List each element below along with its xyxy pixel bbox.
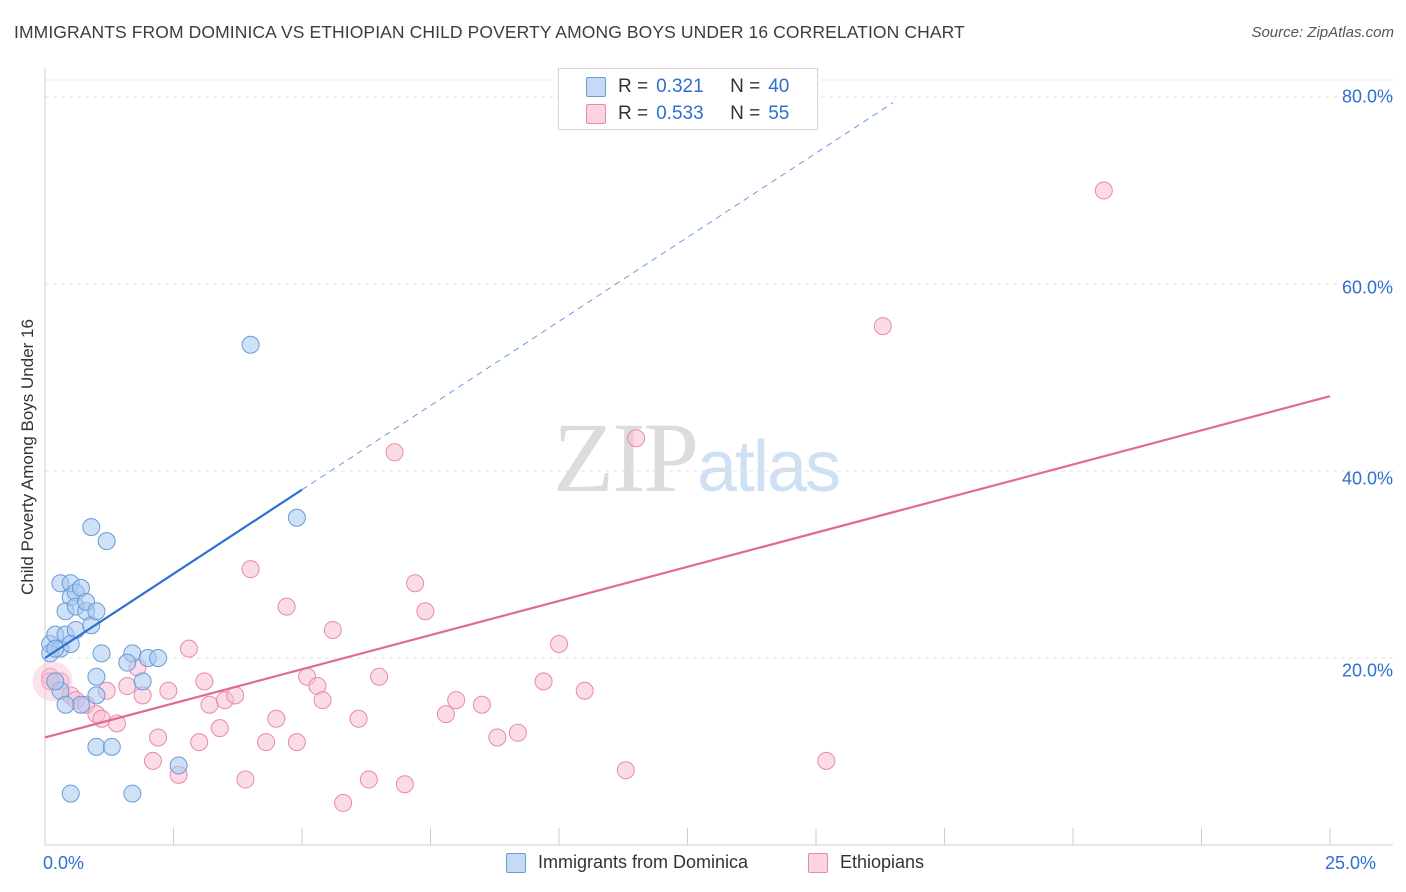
ethiopians-point	[323, 620, 342, 639]
ethiopians-point	[195, 672, 214, 691]
dominica-point	[61, 784, 80, 803]
ethiopians-point	[488, 728, 507, 747]
ethiopians-point	[334, 793, 353, 812]
y-tick-label: 60.0%	[1341, 277, 1393, 298]
ethiopians-point	[550, 634, 568, 653]
legend-label-dominica: Immigrants from Dominica	[538, 852, 749, 872]
legend-r-value: 0.321	[656, 76, 704, 97]
ethiopians-point	[210, 719, 229, 738]
ethiopians-point	[257, 733, 276, 752]
dominica-point	[149, 649, 168, 667]
ethiopians-trendline	[44, 395, 1331, 739]
ethiopians-point	[236, 770, 255, 789]
dominica-point	[102, 737, 121, 756]
source-label: Source: ZipAtlas.com	[1251, 24, 1394, 41]
legend-label-ethiopians: Ethiopians	[840, 852, 925, 872]
correlation-legend: R = 0.321 N = 40 R = 0.533 N = 55	[558, 68, 818, 130]
dominica-point	[46, 672, 65, 691]
ethiopians-point	[395, 775, 414, 794]
legend-r-value: 0.533	[656, 103, 704, 124]
dominica-point	[56, 695, 75, 714]
legend-n-label: N =	[730, 76, 761, 97]
y-tick-label: 80.0%	[1341, 86, 1393, 107]
dominica-point	[87, 602, 106, 621]
ethiopians-point	[267, 709, 286, 728]
legend-r-label: R =	[618, 103, 649, 124]
dominica-point	[92, 644, 111, 663]
watermark-zip: ZIP	[553, 402, 699, 513]
watermark-atlas: atlas	[697, 427, 841, 507]
legend-n-value: 40	[768, 76, 790, 97]
series-legend: Immigrants from Dominica Ethiopians	[0, 852, 1406, 878]
ethiopians-point	[385, 443, 404, 462]
x-tick-label: 25.0%	[1325, 853, 1377, 873]
legend-swatch-ethiopians	[586, 104, 606, 124]
ethiopians-point	[406, 574, 425, 593]
ethiopians-point	[534, 672, 553, 691]
ethiopians-point	[370, 667, 389, 686]
ethiopians-point	[873, 317, 892, 336]
ethiopians-point	[447, 691, 466, 710]
y-tick-label: 40.0%	[1341, 468, 1393, 489]
ethiopians-point	[1094, 181, 1113, 200]
ethiopians-point	[436, 705, 455, 724]
dominica-point	[87, 686, 106, 705]
legend-row-ethiopians: R = 0.533 N = 55	[586, 102, 789, 126]
ethiopians-point	[359, 770, 378, 789]
ethiopians-point	[287, 733, 306, 752]
legend-r-label: R =	[618, 76, 649, 97]
ethiopians-point	[313, 691, 332, 710]
ethiopians-point	[616, 761, 635, 780]
dominica-point	[87, 737, 106, 756]
ethiopians-point	[508, 723, 527, 742]
ethiopians-point	[241, 560, 260, 579]
dominica-trendline	[44, 488, 303, 659]
ethiopians-point	[118, 677, 137, 696]
ethiopians-point	[277, 597, 296, 616]
ethiopians-point	[627, 429, 646, 448]
ethiopians-point	[349, 709, 368, 728]
dominica-point	[133, 672, 152, 691]
chart-title: IMMIGRANTS FROM DOMINICA VS ETHIOPIAN CH…	[14, 22, 965, 42]
legend-item-ethiopians[interactable]: Ethiopians	[808, 852, 924, 873]
dominica-point	[87, 667, 106, 686]
dominica-point	[118, 653, 137, 672]
dominica-point	[97, 532, 116, 551]
dominica-trendline-extension	[301, 102, 894, 491]
ethiopians-point	[200, 695, 219, 714]
ethiopians-point	[179, 639, 198, 658]
ethiopians-point	[416, 602, 435, 621]
legend-swatch-dominica	[506, 852, 526, 873]
legend-row-dominica: R = 0.321 N = 40	[586, 75, 789, 99]
legend-item-dominica[interactable]: Immigrants from Dominica	[506, 852, 748, 873]
y-axis-label: Child Poverty Among Boys Under 16	[18, 319, 37, 595]
dominica-point	[123, 784, 142, 803]
dominica-point	[71, 695, 90, 714]
dominica-point	[287, 508, 306, 527]
x-tick-label: 0.0%	[43, 853, 85, 873]
ethiopians-point	[575, 681, 594, 700]
ethiopians-point	[159, 681, 178, 700]
legend-swatch-ethiopians	[808, 852, 828, 873]
dominica-point	[169, 756, 188, 775]
legend-n-label: N =	[730, 103, 761, 124]
y-tick-label: 20.0%	[1341, 660, 1393, 681]
ethiopians-point	[149, 728, 168, 747]
dominica-point	[82, 518, 101, 537]
ethiopians-point	[817, 751, 836, 770]
ethiopians-point	[143, 751, 162, 770]
watermark: ZIPatlas	[553, 400, 841, 515]
legend-swatch-dominica	[586, 77, 606, 97]
ethiopians-point	[190, 733, 209, 752]
ethiopians-point	[472, 695, 491, 714]
legend-n-value: 55	[768, 103, 790, 124]
dominica-point	[241, 335, 260, 354]
